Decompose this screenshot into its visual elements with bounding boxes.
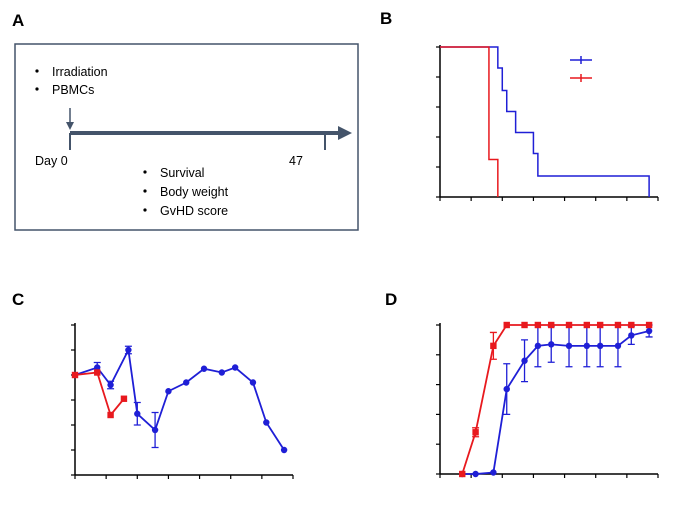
gvhd-series-2-point <box>645 321 653 329</box>
gvhd-series-2-point <box>628 321 635 329</box>
timeline-top-item-1: Irradiation <box>52 65 108 79</box>
bullet-icon <box>143 189 147 193</box>
survival-series-1-line <box>440 46 650 197</box>
bodyweight-series-1-line <box>74 347 285 451</box>
bodyweight-series-1-point <box>249 379 257 386</box>
bodyweight-series-1-point <box>151 426 159 434</box>
panel-label-b: B <box>380 9 392 28</box>
gvhd-series-1-point <box>548 341 555 348</box>
gvhd-series-2-point <box>596 321 604 329</box>
bodyweight-series-1-point <box>263 419 270 426</box>
bullet-icon <box>35 69 39 73</box>
timeline-box <box>14 43 359 231</box>
gvhd-series-1-line <box>462 330 650 475</box>
gvhd-series-1-point <box>583 342 591 350</box>
bodyweight-series-2-point <box>107 411 114 419</box>
gvhd-series-1-point <box>503 385 510 393</box>
gvhd-series-1-point <box>490 469 497 476</box>
gvhd-series-1-point <box>628 332 635 339</box>
gvhd-series-1-point <box>614 342 622 350</box>
bullet-icon <box>143 170 147 174</box>
panel-label-c: C <box>12 290 24 309</box>
gvhd-series-1-point <box>534 342 542 350</box>
gvhd-chart <box>436 321 659 478</box>
gvhd-series-1-point <box>521 357 528 364</box>
gvhd-series-2-point <box>534 321 542 329</box>
bodyweight-series-1-point <box>183 379 190 386</box>
arrow-right-icon <box>338 126 352 140</box>
bodyweight-series-1-point <box>218 369 226 376</box>
bodyweight-series-1-point <box>280 446 288 454</box>
gvhd-series-2-point <box>521 321 528 329</box>
bodyweight-chart <box>71 323 294 479</box>
gvhd-series-2-point <box>565 321 573 329</box>
bodyweight-series-2-point <box>94 369 101 376</box>
readout-item-2: Body weight <box>160 185 229 199</box>
panel-label-d: D <box>385 290 397 309</box>
bodyweight-series-1-point <box>165 388 172 395</box>
timeline-panel: Irradiation PBMCs Day 0 47 Survival Body… <box>14 43 359 231</box>
bodyweight-series-1-point <box>134 410 141 417</box>
bodyweight-series-1-point <box>94 364 101 371</box>
bullet-icon <box>143 208 147 212</box>
bodyweight-series-1-point <box>107 381 114 389</box>
gvhd-series-2-point <box>490 342 497 350</box>
bodyweight-series-1-point <box>231 364 239 371</box>
gvhd-series-2-point <box>614 321 622 329</box>
gvhd-series-2-point <box>548 321 555 329</box>
readout-item-3: GvHD score <box>160 204 228 218</box>
gvhd-series-1-point <box>472 470 479 478</box>
panel-label-a: A <box>12 11 24 30</box>
bodyweight-series-2-point <box>71 371 79 379</box>
readout-item-1: Survival <box>160 166 204 180</box>
timeline-end-label: 47 <box>289 154 303 168</box>
gvhd-series-2-point <box>472 429 479 436</box>
bullet-icon <box>35 87 39 91</box>
timeline-top-item-2: PBMCs <box>52 83 94 97</box>
gvhd-series-1-point <box>565 342 573 350</box>
bodyweight-series-1-point <box>125 346 132 354</box>
bodyweight-series-2-line <box>74 371 125 417</box>
timeline-start-label: Day 0 <box>35 154 68 168</box>
survival-chart <box>436 45 659 201</box>
bodyweight-series-1-point <box>200 365 208 372</box>
arrow-down-icon <box>66 122 74 130</box>
survival-series-2-line <box>440 46 499 197</box>
bodyweight-series-2-point <box>120 395 128 402</box>
gvhd-series-2-point <box>583 321 591 329</box>
gvhd-series-1-point <box>596 342 604 350</box>
gvhd-series-2-point <box>503 321 510 329</box>
gvhd-series-2-point <box>459 470 466 478</box>
gvhd-series-1-point <box>645 327 653 335</box>
